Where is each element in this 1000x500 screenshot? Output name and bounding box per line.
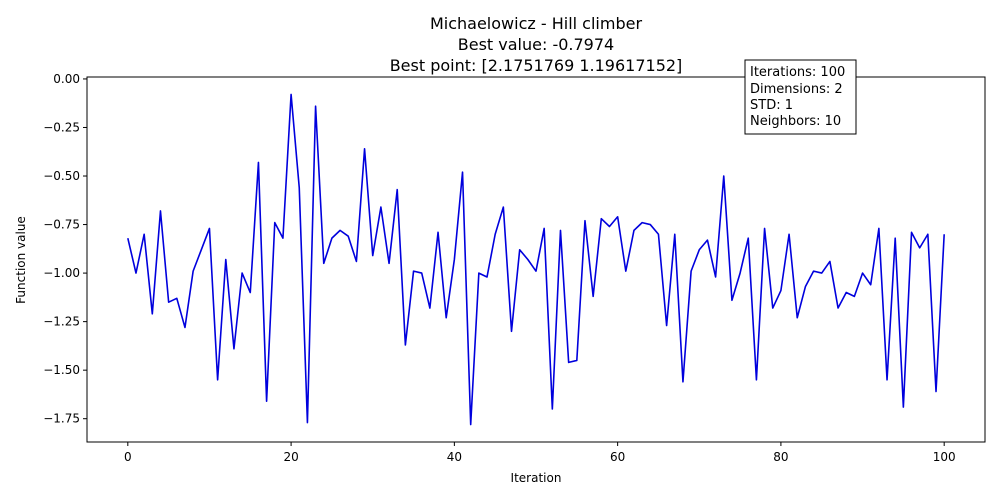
info-neighbors: Neighbors: 10 — [750, 114, 841, 129]
chart-title-line-3: Best point: [2.1751769 1.19617152] — [390, 56, 683, 75]
y-tick-label: −1.25 — [43, 315, 80, 329]
x-tick-label: 100 — [933, 450, 956, 464]
y-tick-label: −0.25 — [43, 120, 80, 134]
y-tick-label: −1.50 — [43, 363, 80, 377]
info-std: STD: 1 — [750, 98, 793, 113]
x-tick-label: 40 — [447, 450, 462, 464]
y-axis-ticks: 0.00 −0.25 −0.50 −0.75 −1.00 −1.25 −1.50 −1.75 — [43, 72, 87, 426]
y-tick-label: −0.50 — [43, 169, 80, 183]
series-group — [127, 93, 945, 426]
axes — [86, 76, 986, 443]
info-dimensions: Dimensions: 2 — [750, 82, 843, 97]
y-tick-label: −0.75 — [43, 218, 80, 232]
chart-title: Michaelowicz - Hill climber Best value: … — [390, 14, 683, 75]
y-tick-label: 0.00 — [53, 72, 80, 86]
plot-frame — [86, 76, 986, 443]
x-tick-label: 60 — [610, 450, 625, 464]
series-line — [127, 93, 945, 426]
info-box-frame — [744, 59, 857, 135]
info-box: Iterations: 100 Dimensions: 2 STD: 1 Nei… — [744, 59, 857, 135]
chart-title-line-1: Michaelowicz - Hill climber — [430, 14, 642, 33]
x-tick-label: 80 — [773, 450, 788, 464]
info-iterations: Iterations: 100 — [750, 65, 845, 80]
y-tick-label: −1.00 — [43, 266, 80, 280]
x-axis-label: Iteration — [511, 471, 562, 485]
chart-title-line-2: Best value: -0.7974 — [458, 35, 614, 54]
x-axis-ticks: 0 20 40 60 80 100 — [124, 442, 956, 464]
y-axis-label: Function value — [14, 216, 28, 304]
x-tick-label: 0 — [124, 450, 132, 464]
x-tick-label: 20 — [283, 450, 298, 464]
y-tick-label: −1.75 — [43, 412, 80, 426]
